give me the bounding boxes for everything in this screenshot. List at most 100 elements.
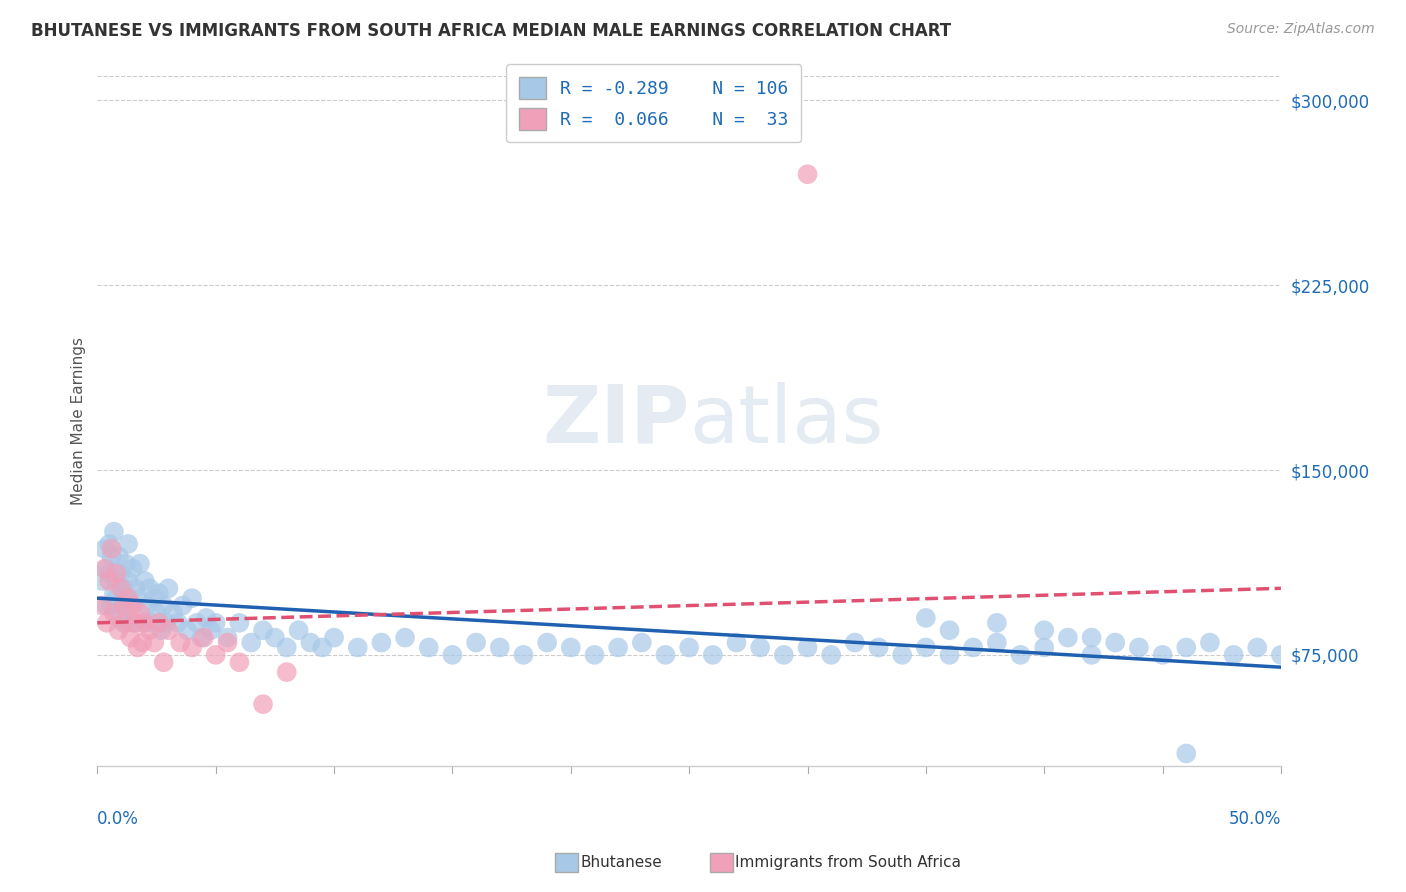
Point	[176, 624, 198, 638]
Point	[749, 640, 772, 655]
Point	[117, 574, 139, 588]
Point	[536, 635, 558, 649]
Point	[105, 566, 128, 581]
Point	[127, 591, 149, 606]
Point	[121, 615, 143, 630]
Text: BHUTANESE VS IMMIGRANTS FROM SOUTH AFRICA MEDIAN MALE EARNINGS CORRELATION CHART: BHUTANESE VS IMMIGRANTS FROM SOUTH AFRIC…	[31, 22, 950, 40]
Point	[103, 586, 125, 600]
Point	[868, 640, 890, 655]
Point	[252, 697, 274, 711]
Point	[441, 648, 464, 662]
Point	[702, 648, 724, 662]
Point	[121, 599, 143, 613]
Point	[1246, 640, 1268, 655]
Point	[172, 599, 194, 613]
Point	[891, 648, 914, 662]
Point	[107, 549, 129, 564]
Point	[252, 624, 274, 638]
Point	[100, 549, 122, 564]
Point	[169, 635, 191, 649]
Point	[134, 574, 156, 588]
Point	[107, 624, 129, 638]
Y-axis label: Median Male Earnings: Median Male Earnings	[72, 336, 86, 505]
Point	[195, 611, 218, 625]
Point	[1152, 648, 1174, 662]
Point	[772, 648, 794, 662]
Point	[121, 561, 143, 575]
Point	[98, 574, 121, 588]
Point	[112, 599, 135, 613]
Point	[217, 631, 239, 645]
Point	[114, 557, 136, 571]
Point	[110, 599, 132, 613]
Point	[93, 561, 115, 575]
Text: atlas: atlas	[689, 382, 883, 459]
Point	[152, 599, 174, 613]
Point	[117, 591, 139, 606]
Point	[120, 631, 142, 645]
Point	[91, 574, 114, 588]
Point	[124, 615, 146, 630]
Point	[844, 635, 866, 649]
Point	[105, 591, 128, 606]
Point	[181, 591, 204, 606]
Point	[1080, 648, 1102, 662]
Point	[607, 640, 630, 655]
Point	[100, 541, 122, 556]
Text: Bhutanese: Bhutanese	[581, 855, 662, 870]
Point	[98, 537, 121, 551]
Point	[1199, 635, 1222, 649]
Point	[1080, 631, 1102, 645]
Point	[114, 591, 136, 606]
Point	[654, 648, 676, 662]
Point	[131, 635, 153, 649]
Point	[1175, 747, 1198, 761]
Point	[107, 611, 129, 625]
Point	[418, 640, 440, 655]
Point	[1128, 640, 1150, 655]
Point	[986, 615, 1008, 630]
Point	[204, 648, 226, 662]
Point	[110, 566, 132, 581]
Point	[148, 586, 170, 600]
Point	[129, 606, 152, 620]
Point	[124, 582, 146, 596]
Point	[1033, 640, 1056, 655]
Point	[131, 615, 153, 630]
Point	[112, 582, 135, 596]
Point	[1175, 640, 1198, 655]
Point	[150, 624, 173, 638]
Point	[1104, 635, 1126, 649]
Point	[200, 624, 222, 638]
Point	[181, 640, 204, 655]
Point	[110, 582, 132, 596]
Point	[100, 599, 122, 613]
Text: Immigrants from South Africa: Immigrants from South Africa	[735, 855, 962, 870]
Point	[299, 635, 322, 649]
Point	[186, 615, 208, 630]
Point	[276, 665, 298, 680]
Point	[512, 648, 534, 662]
Point	[678, 640, 700, 655]
Point	[93, 541, 115, 556]
Point	[190, 631, 212, 645]
Point	[228, 655, 250, 669]
Point	[311, 640, 333, 655]
Point	[96, 561, 118, 575]
Point	[129, 557, 152, 571]
Point	[96, 599, 118, 613]
Text: 50.0%: 50.0%	[1229, 810, 1281, 828]
Point	[986, 635, 1008, 649]
Point	[560, 640, 582, 655]
Point	[1270, 648, 1292, 662]
Point	[346, 640, 368, 655]
Point	[166, 615, 188, 630]
Point	[134, 615, 156, 630]
Point	[264, 631, 287, 645]
Point	[938, 624, 960, 638]
Point	[323, 631, 346, 645]
Point	[112, 615, 135, 630]
Point	[127, 640, 149, 655]
Point	[1222, 648, 1244, 662]
Point	[796, 640, 818, 655]
